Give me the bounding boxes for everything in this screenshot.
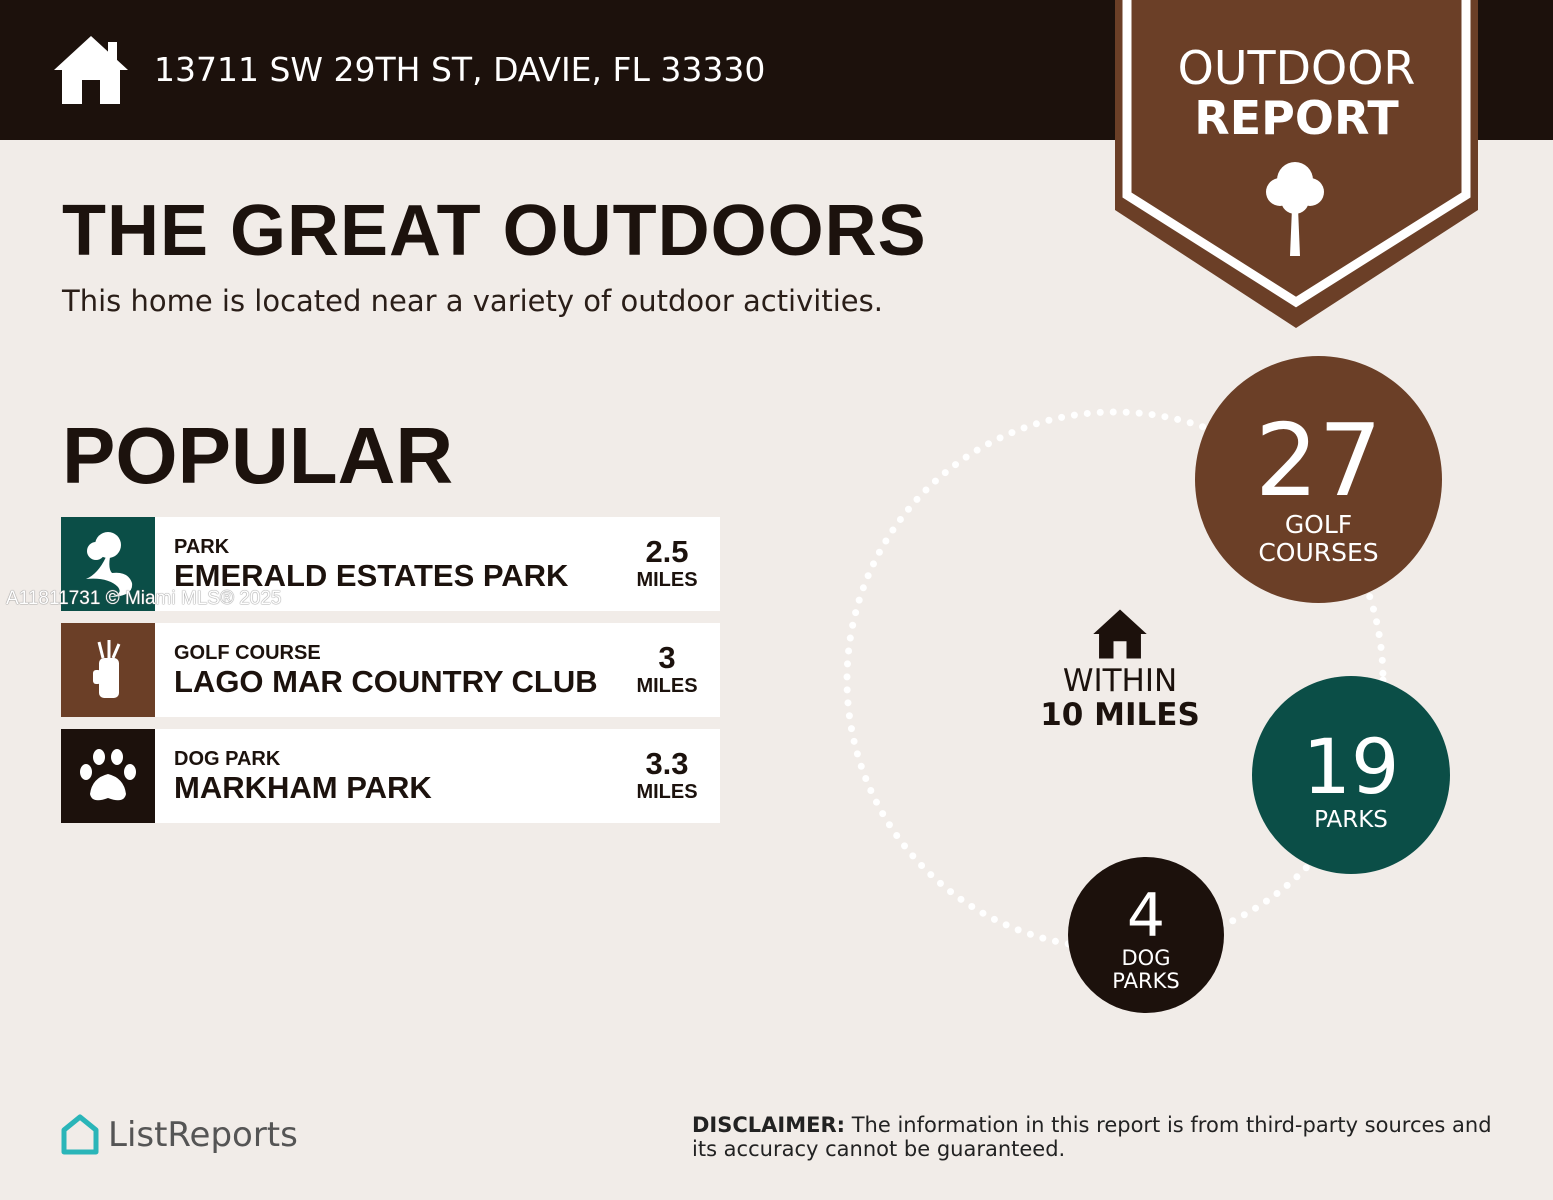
- mls-watermark: A11811731 © Miami MLS® 2025: [6, 588, 282, 609]
- item-unit: MILES: [636, 675, 698, 697]
- label: DOG: [1121, 946, 1171, 970]
- brand-name: ListReports: [108, 1115, 298, 1155]
- count: 19: [1302, 722, 1400, 811]
- label: PARKS: [1112, 969, 1180, 993]
- count: 4: [1126, 881, 1166, 951]
- listreports-logo-icon: [61, 1114, 99, 1155]
- item-distance: 3: [658, 640, 676, 675]
- disclaimer-label: DISCLAIMER:: [692, 1113, 846, 1137]
- radius-summary: WITHIN 10 MILES: [1020, 608, 1220, 732]
- disclaimer: DISCLAIMER: The information in this repo…: [692, 1113, 1502, 1161]
- item-unit: MILES: [636, 781, 698, 803]
- item-name: EMERALD ESTATES PARK: [174, 558, 569, 593]
- popular-heading: POPULAR: [62, 411, 454, 500]
- within-label: WITHIN: [1062, 663, 1178, 699]
- radius-value: 10 MILES: [1040, 697, 1200, 733]
- item-category: DOG PARK: [174, 748, 281, 770]
- dotted-radius-ring: [843, 408, 1387, 952]
- home-icon: [1093, 609, 1147, 659]
- tree-icon: [1266, 162, 1324, 256]
- item-name: LAGO MAR COUNTRY CLUB: [174, 664, 598, 699]
- item-category: PARK: [174, 536, 230, 558]
- golf-bag-icon: [61, 623, 155, 717]
- item-distance: 3.3: [645, 746, 689, 781]
- home-icon: [54, 36, 128, 104]
- parks-count: 19 PARKS: [1252, 676, 1450, 874]
- badge-title-line2: REPORT: [1194, 91, 1399, 145]
- label: GOLF: [1284, 509, 1353, 539]
- paw-icon: [61, 729, 155, 823]
- item-unit: MILES: [636, 569, 698, 591]
- item-distance: 2.5: [645, 534, 689, 569]
- popular-item: DOG PARK MARKHAM PARK 3.3 MILES: [61, 729, 720, 823]
- page-title: THE GREAT OUTDOORS: [62, 191, 927, 271]
- property-address: 13711 SW 29TH ST, DAVIE, FL 33330: [154, 50, 766, 89]
- page-subtitle: This home is located near a variety of o…: [62, 284, 883, 318]
- popular-item: GOLF COURSE LAGO MAR COUNTRY CLUB 3 MILES: [61, 623, 720, 717]
- dog-parks-count: 4 DOG PARKS: [1068, 857, 1224, 1013]
- label: PARKS: [1314, 807, 1388, 833]
- badge-title-line1: OUTDOOR: [1177, 41, 1416, 95]
- popular-item: PARK EMERALD ESTATES PARK 2.5 MILES: [61, 517, 720, 611]
- golf-courses-count: 27 GOLF COURSES: [1195, 356, 1442, 603]
- item-category: GOLF COURSE: [174, 642, 321, 664]
- label: COURSES: [1258, 537, 1379, 567]
- park-icon: [61, 517, 155, 611]
- item-name: MARKHAM PARK: [174, 770, 432, 805]
- count: 27: [1254, 401, 1383, 519]
- disclaimer-text: The information in this report is from t…: [692, 1113, 1492, 1161]
- listreports-logo: ListReports: [60, 1114, 298, 1156]
